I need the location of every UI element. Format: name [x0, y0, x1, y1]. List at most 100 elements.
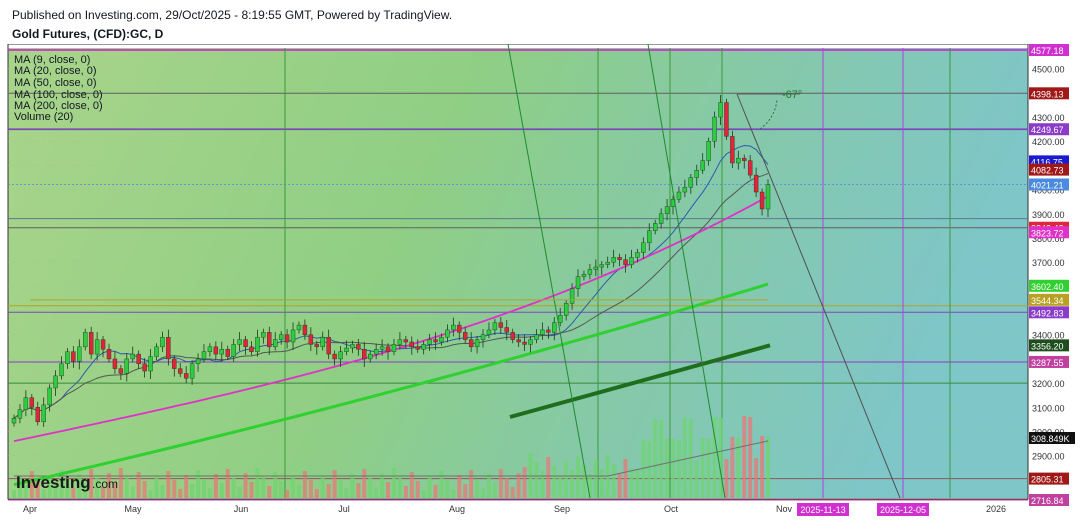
- candle-body: [225, 349, 230, 357]
- plot-frame: [7, 43, 1029, 500]
- candle-body: [736, 157, 741, 164]
- price-label-text: 4577.18: [1031, 46, 1064, 56]
- volume-bar: [659, 420, 664, 498]
- price-label-text: 4249.67: [1031, 125, 1064, 135]
- volume-bar: [397, 477, 402, 498]
- volume-bar: [712, 417, 717, 498]
- candle-body: [682, 186, 688, 193]
- candle-body: [474, 339, 480, 348]
- candle-body: [207, 346, 213, 352]
- date-marker-text: 2025-11-13: [800, 505, 845, 515]
- price-axis[interactable]: 2900.003000.003100.003200.003300.003400.…: [1029, 44, 1075, 506]
- volume-bar: [665, 438, 670, 498]
- volume-bar: [546, 457, 551, 498]
- legend-ma200: MA (200, close, 0): [14, 100, 103, 112]
- volume-bar: [516, 473, 521, 498]
- price-label: 4249.67: [1029, 123, 1069, 136]
- candle-body: [296, 324, 302, 331]
- volume-bar: [77, 474, 82, 498]
- candle-body: [397, 339, 403, 345]
- price-label: 3492.83: [1029, 306, 1069, 319]
- volume-bar: [178, 489, 183, 498]
- volume-bar: [154, 476, 159, 498]
- volume-bar: [207, 488, 212, 498]
- volume-bar: [302, 471, 307, 498]
- price-label-text: 3544.34: [1031, 296, 1064, 306]
- volume-bar: [243, 473, 248, 498]
- volume-bar: [106, 473, 111, 498]
- volume-bar: [190, 484, 195, 498]
- candle-body: [611, 257, 616, 263]
- candle-body: [47, 387, 52, 406]
- ma200-line: [509, 343, 771, 419]
- x-tick-label: 2026: [986, 504, 1006, 514]
- time-axis[interactable]: Apr May Jun Jul Aug Sep Oct Nov 2026 2025-11-13 20…: [23, 503, 1006, 516]
- volume-bar: [439, 471, 444, 498]
- volume-bar: [130, 486, 135, 498]
- volume-bar: [95, 478, 100, 498]
- candle-body: [65, 351, 70, 364]
- volume-bar: [29, 471, 34, 498]
- diagonal-line: [507, 43, 591, 499]
- candle-body: [213, 346, 219, 355]
- candle-body: [178, 368, 183, 374]
- volume-bar: [136, 472, 141, 498]
- candle-body: [35, 407, 40, 423]
- volume-bar: [386, 482, 391, 498]
- price-label-text: 3823.72: [1031, 228, 1064, 238]
- price-label: 3602.40: [1029, 279, 1069, 292]
- volume-bar: [231, 478, 236, 498]
- candle-body: [504, 327, 509, 333]
- candle-body: [41, 404, 46, 423]
- volume-bar: [160, 485, 165, 498]
- price-label: 3287.55: [1029, 355, 1069, 368]
- volume-bar: [213, 474, 218, 498]
- angle-label: -67°: [782, 89, 802, 101]
- volume-bar: [475, 479, 480, 498]
- date-marker-text: 2025-12-05: [880, 505, 926, 515]
- legend-ma9: MA (9, close, 0): [14, 54, 90, 66]
- published-caption: Published on Investing.com, 29/Oct/2025 …: [12, 8, 453, 22]
- candle-body: [742, 157, 747, 161]
- candle-body: [700, 160, 705, 171]
- volume-bar: [374, 487, 379, 498]
- volume-bar: [647, 441, 652, 498]
- candle-body: [652, 223, 658, 231]
- price-label: 3823.72: [1029, 226, 1069, 239]
- candle-body: [273, 339, 278, 348]
- candle-body: [403, 339, 409, 343]
- volume-bar: [320, 475, 325, 498]
- candle-body: [136, 353, 141, 364]
- legend-ma20: MA (20, close, 0): [14, 65, 97, 77]
- candle-body: [486, 329, 492, 335]
- y-tick-label: 4200.00: [1032, 137, 1065, 147]
- volume-bar: [463, 484, 468, 498]
- volume-bar: [730, 437, 735, 498]
- volume-bar: [296, 485, 301, 498]
- volume-bar: [498, 469, 503, 498]
- volume-bar: [219, 483, 224, 498]
- volume-bar: [486, 474, 491, 498]
- y-tick-label: 3400.00: [1032, 331, 1065, 341]
- volume-bar: [451, 489, 456, 498]
- volume-bar: [285, 490, 290, 498]
- volume-bar: [261, 477, 266, 498]
- candle-body: [759, 191, 765, 210]
- volume-bar: [380, 473, 385, 498]
- chart-area[interactable]: 2900.003000.003100.003200.003300.003400.…: [0, 43, 1080, 525]
- candles: [11, 95, 771, 427]
- volume-bar: [492, 483, 497, 498]
- x-tick-label: May: [124, 504, 142, 514]
- ma20-line: [13, 173, 769, 419]
- price-chart[interactable]: 2900.003000.003100.003200.003300.003400.…: [0, 43, 1080, 525]
- volume-bar: [415, 481, 420, 498]
- volume-bar: [504, 478, 509, 498]
- candle-body: [278, 334, 284, 340]
- volume-bar: [273, 472, 278, 498]
- candle-body: [83, 332, 88, 348]
- price-label: 4577.18: [1029, 44, 1069, 56]
- candle-body: [694, 170, 699, 178]
- x-tick-label: Sep: [554, 504, 570, 514]
- candle-body: [724, 102, 729, 137]
- price-label-text: 3356.20: [1031, 341, 1064, 351]
